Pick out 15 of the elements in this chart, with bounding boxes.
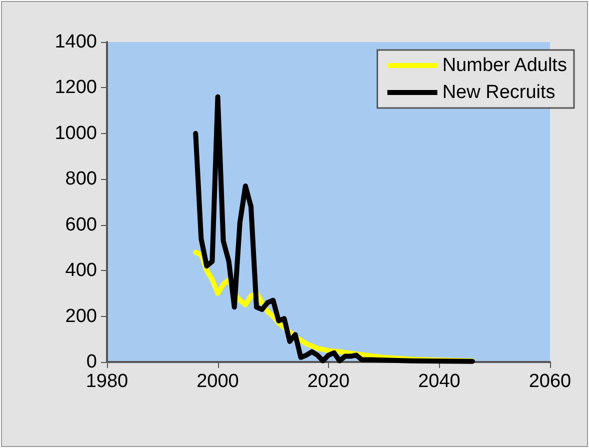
legend-label: Number Adults	[442, 55, 567, 76]
y-tick-label: 1200	[54, 77, 97, 98]
x-tick-label: 1980	[86, 371, 128, 392]
y-tick-label: 1400	[54, 32, 97, 52]
x-tick-label: 2020	[307, 371, 350, 392]
y-tick-label: 200	[65, 306, 97, 327]
y-tick-label: 400	[65, 260, 97, 282]
x-tick-label: 2040	[418, 371, 460, 392]
x-tick-label: 2000	[196, 371, 239, 392]
y-tick-label: 800	[65, 168, 97, 190]
y-tick-label: 600	[65, 214, 97, 236]
y-tick-label: 0	[86, 352, 97, 372]
legend-label: New Recruits	[442, 82, 556, 103]
y-tick-label: 1000	[54, 122, 97, 144]
x-tick-label: 2060	[528, 371, 572, 392]
